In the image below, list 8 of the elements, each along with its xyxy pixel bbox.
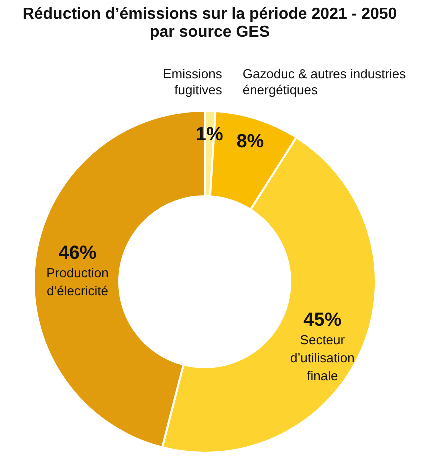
data-label: 46% (58, 243, 97, 264)
slice-label: Gazoduc & autres industries énergétiques (242, 66, 407, 98)
data-label: 45% (304, 310, 342, 332)
slice-label: Production d’élecricité (46, 266, 109, 299)
slice-label: Emissions fugitives (163, 66, 223, 98)
chart-title: Réduction d’émissions sur la période 2021 - 2050 par source GES (22, 6, 398, 42)
slice-label: Secteur d’utilisation finale (290, 332, 355, 384)
data-label: 8% (236, 131, 264, 152)
